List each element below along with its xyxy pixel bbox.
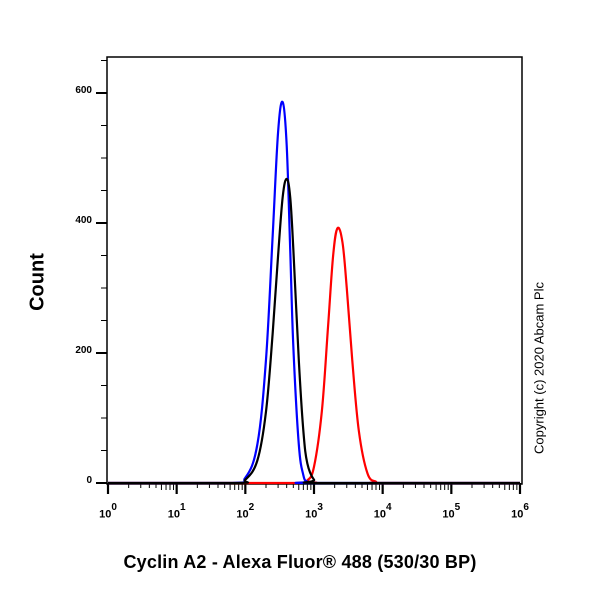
x-tick-label: 101 <box>167 502 186 521</box>
x-axis-label: Cyclin A2 - Alexa Fluor® 488 (530/30 BP) <box>123 552 477 572</box>
y-tick-label: 0 <box>86 475 92 486</box>
x-axis-ticks <box>106 483 522 494</box>
y-tick-label: 600 <box>75 85 92 96</box>
y-tick-label: 200 <box>75 345 92 356</box>
plot-frame <box>106 56 523 485</box>
histogram-curve <box>107 226 520 485</box>
x-tick-label: 103 <box>305 502 323 521</box>
histogram-curve <box>107 177 520 485</box>
x-tick-label: 102 <box>236 502 255 521</box>
x-tick-label: 105 <box>442 502 461 521</box>
y-axis-ticks <box>96 60 107 484</box>
copyright-notice: Copyright (c) 2020 Abcam Plc <box>528 240 550 495</box>
copyright-text: Copyright (c) 2020 Abcam Plc <box>531 281 547 454</box>
y-tick-label: 400 <box>75 215 92 226</box>
y-axis-label: Count <box>8 232 68 332</box>
y-axis-label-text: Count <box>26 253 49 311</box>
x-tick-label: 106 <box>511 502 529 521</box>
histogram-curves <box>107 100 520 485</box>
x-tick-label: 104 <box>373 502 392 521</box>
x-tick-label: 100 <box>99 502 117 521</box>
